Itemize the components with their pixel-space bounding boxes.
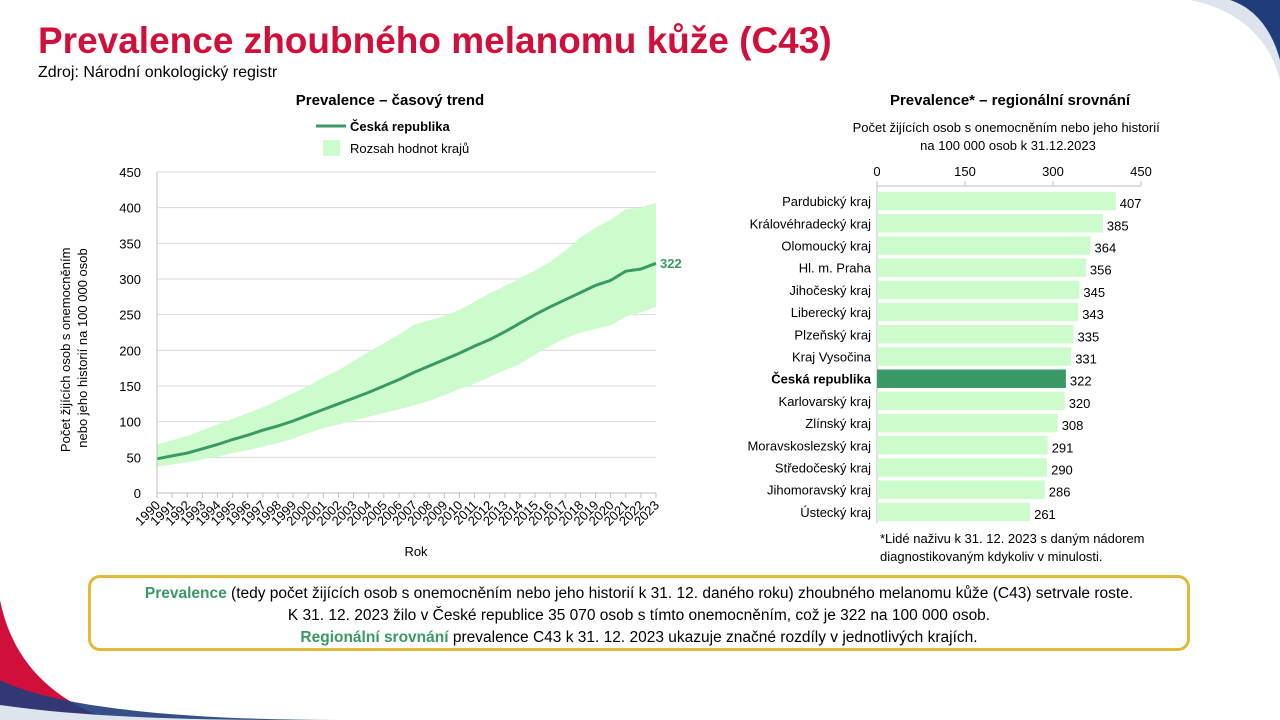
bar-value-label: 335 xyxy=(1078,329,1100,344)
bar xyxy=(877,369,1066,388)
bar-category-label: Moravskoslezský kraj xyxy=(747,438,871,453)
trend-y-axis-label-line-2: nebo jeho historií na 100 000 osob xyxy=(75,248,90,448)
legend-band-label: Rozsah hodnot krajů xyxy=(350,141,469,156)
trend-line-group xyxy=(156,261,657,461)
bar xyxy=(877,258,1086,277)
trend-y-tick-label: 400 xyxy=(119,201,141,216)
bar xyxy=(877,280,1080,300)
trend-end-label: 322 xyxy=(660,256,682,271)
bar-value-label: 320 xyxy=(1069,396,1091,411)
bar-category-label: Středočeský kraj xyxy=(775,461,871,476)
bar-category-label: Královéhradecký kraj xyxy=(750,216,871,231)
bar-category-label: Jihočeský kraj xyxy=(789,283,871,298)
bar-category-label: Olomoucký kraj xyxy=(781,239,871,254)
trend-y-tick-label: 200 xyxy=(119,343,141,358)
bar-chart-subtitle-line-1: Počet žijících osob s onemocněním nebo j… xyxy=(853,120,1161,135)
bar-category-label: Karlovarský kraj xyxy=(779,394,872,409)
bar xyxy=(877,480,1045,499)
bar-value-label: 356 xyxy=(1090,263,1112,278)
summary-box: Prevalence (tedy počet žijících osob s o… xyxy=(88,575,1190,651)
trend-chart: Prevalence – časový trend Česká republik… xyxy=(58,92,682,559)
bar-value-label: 385 xyxy=(1107,218,1129,233)
trend-chart-title: Prevalence – časový trend xyxy=(296,92,484,109)
bar xyxy=(877,391,1065,411)
bar-x-tick-label: 450 xyxy=(1130,164,1152,179)
trend-y-tick-label: 0 xyxy=(134,486,141,501)
trend-x-axis-label: Rok xyxy=(404,544,428,559)
bar-category-label: Hl. m. Praha xyxy=(799,261,872,276)
summary-line-1: Prevalence (tedy počet žijících osob s o… xyxy=(91,583,1187,605)
trend-y-tick-label: 350 xyxy=(119,236,141,251)
footnote-line-1: *Lidé naživu k 31. 12. 2023 s daným nádo… xyxy=(880,531,1145,546)
corner-decoration-top-right xyxy=(1190,0,1280,80)
bar-category-label: Jihomoravský kraj xyxy=(767,483,871,498)
legend-line-label: Česká republika xyxy=(350,119,450,134)
bar-category-label: Česká republika xyxy=(771,372,871,387)
bar-x-tick-label: 150 xyxy=(954,164,976,179)
bar xyxy=(877,214,1103,233)
bar-value-label: 322 xyxy=(1070,374,1092,389)
summary-highlight-prevalence: Prevalence xyxy=(144,585,227,602)
bar-chart-subtitle: Počet žijících osob s onemocněním nebo j… xyxy=(853,120,1164,153)
trend-y-axis-label-line-1: Počet žijících osob s onemocněním xyxy=(58,248,73,453)
summary-line-2: K 31. 12. 2023 žilo v České republice 35… xyxy=(287,607,991,624)
bar-category-label: Liberecký kraj xyxy=(791,305,871,320)
regional-bar-chart: Prevalence* – regionální srovnání Počet … xyxy=(747,92,1164,523)
region-range-band xyxy=(157,202,656,467)
bar-value-label: 308 xyxy=(1062,418,1084,433)
bar-value-label: 364 xyxy=(1095,241,1117,256)
page-title: Prevalence zhoubného melanomu kůže (C43) xyxy=(38,20,832,61)
bar-category-label: Plzeňský kraj xyxy=(794,327,871,342)
trend-y-axis-label: Počet žijících osob s onemocněním nebo j… xyxy=(58,244,90,452)
legend-band-swatch xyxy=(323,140,340,156)
bar-value-label: 290 xyxy=(1051,463,1073,478)
bar-value-label: 286 xyxy=(1049,485,1071,500)
bar-chart-title: Prevalence* – regionální srovnání xyxy=(890,92,1131,109)
summary-line-3: Regionální srovnání prevalence C43 k 31.… xyxy=(91,627,1187,649)
bar-category-label: Ústecký kraj xyxy=(800,505,871,520)
bar-marks-group: Pardubický kraj 407 Královéhradecký kraj 38… xyxy=(747,191,1142,522)
bar xyxy=(877,191,1116,211)
bar xyxy=(877,302,1079,322)
bar-chart-subtitle-line-2: na 100 000 osob k 31.12.2023 xyxy=(920,138,1096,153)
bar xyxy=(877,325,1074,344)
bar-value-label: 261 xyxy=(1034,507,1056,522)
summary-highlight-regional: Regionální srovnání xyxy=(300,629,449,646)
bar xyxy=(877,413,1058,433)
summary-line-3-text: prevalence C43 k 31. 12. 2023 ukazuje zn… xyxy=(448,629,978,646)
bar-x-tick-label: 300 xyxy=(1042,164,1064,179)
footnote-line-2: diagnostikovaným kdykoliv v minulosti. xyxy=(880,549,1103,564)
bar-category-label: Pardubický kraj xyxy=(782,194,871,209)
trend-y-tick-label: 250 xyxy=(119,308,141,323)
summary-line-1-text: (tedy počet žijících osob s onemocněním … xyxy=(226,585,1134,602)
bar xyxy=(877,436,1048,455)
bar xyxy=(877,347,1072,366)
trend-y-tick-label: 100 xyxy=(119,415,141,430)
bar-value-label: 331 xyxy=(1075,352,1097,367)
trend-y-tick-label: 450 xyxy=(119,165,141,180)
bar-x-tick-label: 0 xyxy=(873,164,880,179)
bar xyxy=(877,458,1048,477)
trend-y-tick-label: 300 xyxy=(119,272,141,287)
bar-value-label: 345 xyxy=(1083,285,1105,300)
trend-y-tick-label: 150 xyxy=(119,379,141,394)
bar-value-label: 407 xyxy=(1120,196,1142,211)
trend-legend: Česká republika Rozsah hodnot krajů xyxy=(316,119,469,156)
corner-decoration-bottom-left xyxy=(0,600,340,720)
bar-value-label: 291 xyxy=(1052,440,1074,455)
cr-prevalence-line xyxy=(156,261,657,461)
bar xyxy=(877,236,1091,255)
bar xyxy=(877,502,1031,522)
footnote: *Lidé naživu k 31. 12. 2023 s daným nádo… xyxy=(880,530,1145,566)
trend-band-group xyxy=(157,202,656,467)
trend-y-tick-label: 50 xyxy=(127,450,141,465)
bar-category-label: Kraj Vysočina xyxy=(792,350,872,365)
source-note: Zdroj: Národní onkologický registr xyxy=(38,64,278,81)
bar-category-label: Zlínský kraj xyxy=(805,416,871,431)
bar-value-label: 343 xyxy=(1082,307,1104,322)
